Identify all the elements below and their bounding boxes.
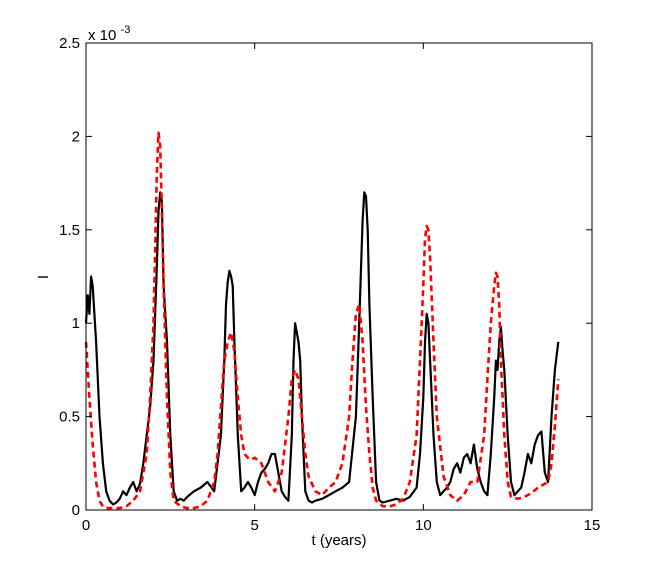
y-tick-label: 2.5 [59,35,80,52]
series-line-red-dashed [84,131,560,510]
x-axis-label: t (years) [311,532,366,549]
y-multiplier-base: x 10 [88,27,116,44]
y-tick-label: 0 [72,502,80,519]
plot-area [84,131,560,510]
x-tick-label: 10 [415,517,432,534]
y-tick-label: 2 [72,128,80,145]
x-tick-label: 15 [584,517,601,534]
axes: 0 5 10 15 0 0.5 1 1.5 2 2.5 [59,35,600,534]
y-multiplier-exponent: -3 [121,24,131,36]
plot-frame [85,42,593,511]
y-tick-label: 0.5 [59,409,80,426]
y-axis-multiplier: x 10 -3 [88,24,130,44]
series-line-black-solid [84,191,560,506]
y-tick-label: 1.5 [59,222,80,239]
x-tick-label: 5 [250,517,258,534]
y-tick-label: 1 [72,315,80,332]
y-axis-label: I [35,275,52,279]
x-tick-label: 0 [82,517,90,534]
